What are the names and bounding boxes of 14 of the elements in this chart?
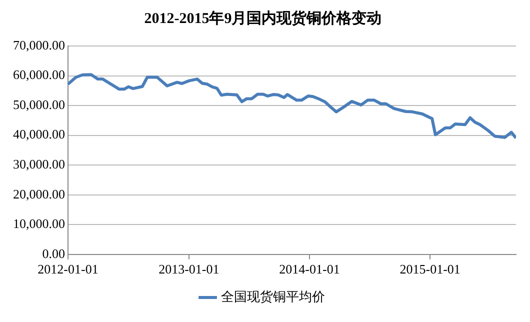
x-tick-label: 2014-01-01 — [279, 262, 340, 277]
y-tick-label: 60,000.00 — [13, 67, 65, 82]
y-tick-label: 40,000.00 — [13, 126, 65, 142]
y-tick-label: 30,000.00 — [13, 156, 65, 172]
y-tick-label: 70,000.00 — [13, 37, 65, 52]
x-tick-label: 2013-01-01 — [158, 262, 220, 277]
x-tick-label: 2012-01-01 — [38, 262, 98, 277]
legend-label: 全国现货铜平均价 — [220, 288, 325, 304]
x-tick-label: 2015-01-01 — [400, 262, 460, 277]
y-tick-label: 10,000.00 — [13, 216, 65, 232]
chart-title: 2012-2015年9月国内现货铜价格变动 — [144, 8, 382, 27]
y-tick-label: 0.00 — [42, 246, 65, 261]
y-tick-label: 20,000.00 — [13, 186, 65, 202]
y-tick-label: 50,000.00 — [13, 96, 65, 112]
